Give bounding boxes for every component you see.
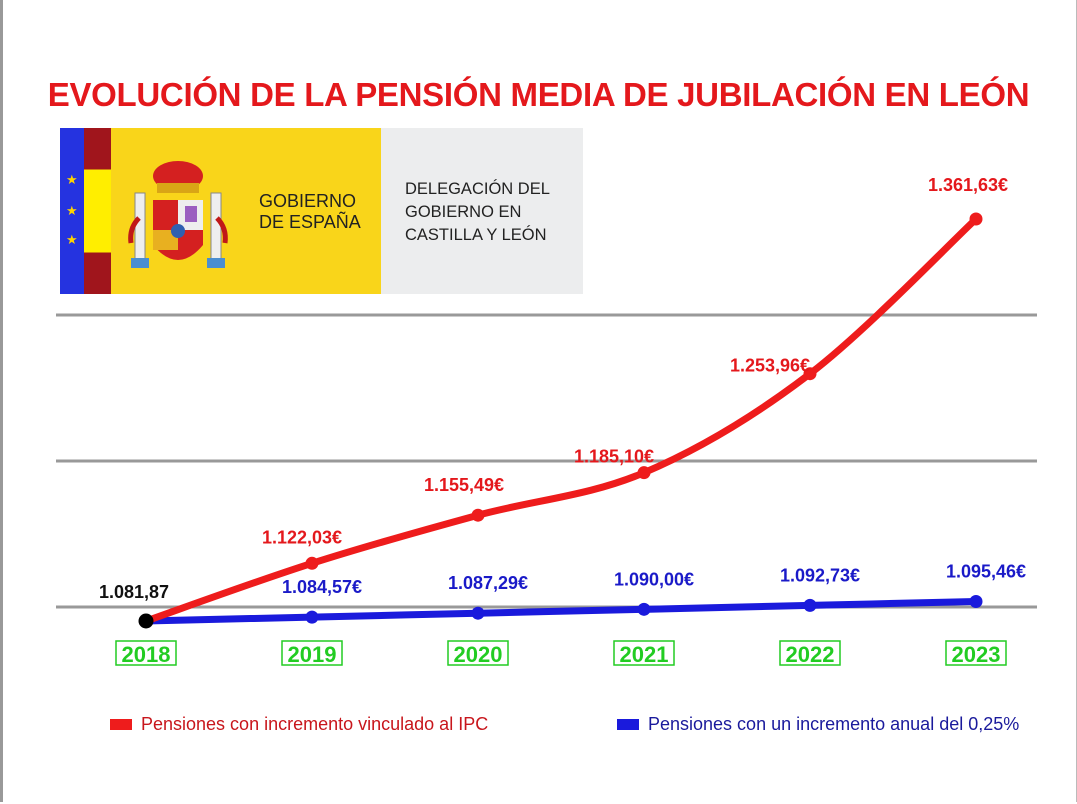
data-point-start <box>138 613 154 629</box>
x-tick-box <box>447 640 509 666</box>
x-tick-box <box>115 640 177 666</box>
legend-label: Pensiones con un incremento anual del 0,… <box>648 714 1020 734</box>
data-point-ipc <box>969 212 983 226</box>
data-label-ipc: 1.253,96€ <box>730 356 810 376</box>
spain-flag-strip <box>84 128 111 294</box>
x-tick-box <box>613 640 675 666</box>
delegacion-panel: DELEGACIÓN DEL GOBIERNO EN CASTILLA Y LE… <box>381 128 583 294</box>
data-label-ipc: 1.155,49€ <box>424 475 504 495</box>
star-icon: ★ <box>66 172 78 187</box>
logo-text-line: DELEGACIÓN DEL <box>405 180 550 198</box>
data-label-ipc: 1.361,63€ <box>928 175 1008 195</box>
legend-item-025: Pensiones con un incremento anual del 0,… <box>617 714 1019 735</box>
data-label-025: 1.084,57€ <box>282 577 362 597</box>
star-icon: ★ <box>66 232 78 247</box>
x-tick-label: 2022 <box>786 642 835 667</box>
data-point-ipc <box>471 508 485 522</box>
data-label-ipc: 1.185,10€ <box>574 447 654 467</box>
chart-title: EVOLUCIÓN DE LA PENSIÓN MEDIA DE JUBILAC… <box>47 76 1030 113</box>
star-icon: ★ <box>66 203 78 218</box>
logo-text-line: GOBIERNO <box>259 191 357 211</box>
legend-item-ipc: Pensiones con incremento vinculado al IP… <box>110 714 488 735</box>
eu-flag-strip: ★ ★ ★ <box>60 128 84 294</box>
data-point-025 <box>471 606 485 620</box>
x-tick-box <box>945 640 1007 666</box>
x-tick-box <box>281 640 343 666</box>
x-tick-label: 2018 <box>122 642 171 667</box>
coat-of-arms-icon <box>128 161 228 268</box>
gobierno-logo: ★ ★ ★ GOBIERNO DE ESPAÑA DELEGACIÓN DEL <box>60 128 583 294</box>
data-point-ipc <box>305 556 319 570</box>
data-point-ipc <box>637 466 651 480</box>
x-tick-box <box>779 640 841 666</box>
data-label-025: 1.087,29€ <box>448 573 528 593</box>
x-tick-label: 2019 <box>288 642 337 667</box>
data-label-025: 1.090,00€ <box>614 569 694 589</box>
data-label-start: 1.081,87 <box>99 582 169 602</box>
series-line-025 <box>145 597 977 625</box>
data-point-025 <box>803 598 817 612</box>
legend-label: Pensiones con incremento vinculado al IP… <box>141 714 489 734</box>
logo-text-line: DE ESPAÑA <box>259 212 361 232</box>
data-label-025: 1.092,73€ <box>780 565 860 585</box>
x-tick-label: 2023 <box>952 642 1001 667</box>
data-label-ipc: 1.122,03€ <box>262 527 342 547</box>
legend-swatch <box>110 719 132 730</box>
data-point-025 <box>305 610 319 624</box>
logo-text-line: CASTILLA Y LEÓN <box>405 226 547 244</box>
series-line-ipc <box>144 216 979 625</box>
data-point-ipc <box>803 367 817 381</box>
data-point-025 <box>637 602 651 616</box>
data-label-025: 1.095,46€ <box>946 561 1026 581</box>
logo-text-line: GOBIERNO EN <box>405 203 522 221</box>
data-point-025 <box>969 594 983 608</box>
x-tick-label: 2020 <box>454 642 503 667</box>
gobierno-espana-panel: GOBIERNO DE ESPAÑA <box>111 128 381 294</box>
x-tick-label: 2021 <box>620 642 669 667</box>
legend-swatch <box>617 719 639 730</box>
